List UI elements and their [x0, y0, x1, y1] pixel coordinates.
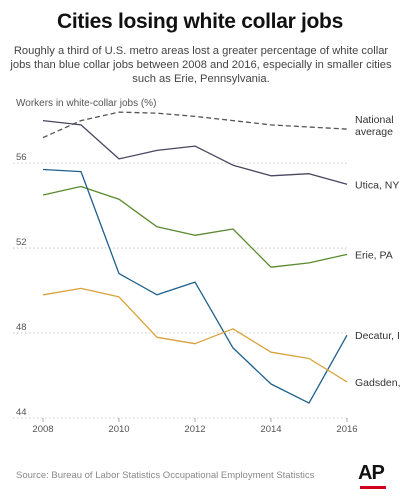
series-label-erie-pa: Erie, PA — [355, 249, 393, 261]
series-line-decatur-il — [42, 168, 348, 404]
series-line-utica-ny — [42, 119, 348, 185]
y-tick-label: 44 — [16, 407, 27, 418]
x-tick-label: 2012 — [184, 424, 205, 435]
y-axis-label: Workers in white-collar jobs (%) — [16, 98, 157, 109]
series-line-gadsden-al — [42, 287, 348, 383]
ap-logo: AP — [358, 462, 385, 484]
series-label-gadsden-al: Gadsden, AL — [355, 377, 400, 389]
chart-title: Cities losing white collar jobs — [57, 10, 343, 33]
y-tick-label: 52 — [16, 237, 27, 248]
x-tick-label: 2008 — [32, 424, 53, 435]
grid-lines — [13, 162, 347, 419]
y-tick-label: 48 — [16, 322, 27, 333]
y-tick-label: 56 — [16, 152, 27, 163]
x-tick-label: 2016 — [336, 424, 357, 435]
y-tick-labels: 44 48 52 56 — [16, 152, 27, 418]
x-tick-labels: 2008 2010 2012 2014 2016 — [32, 418, 358, 435]
source-note: Source: Bureau of Labor Statistics Occup… — [16, 470, 315, 481]
series-line-erie-pa — [42, 185, 348, 268]
chart-subtitle: Roughly a third of U.S. metro areas lost… — [10, 45, 392, 85]
ap-logo-underline — [360, 486, 386, 489]
series-label-utica-ny: Utica, NY — [355, 179, 399, 191]
x-tick-label: 2010 — [108, 424, 129, 435]
series-lines — [42, 111, 348, 404]
series-labels: National average Utica, NY Erie, PA Decatur,… — [355, 114, 400, 389]
series-line-national-average — [42, 111, 348, 139]
series-label-decatur-il: Decatur, IL — [355, 330, 400, 342]
series-label-national-average: National average — [355, 114, 394, 138]
x-tick-label: 2014 — [260, 424, 281, 435]
